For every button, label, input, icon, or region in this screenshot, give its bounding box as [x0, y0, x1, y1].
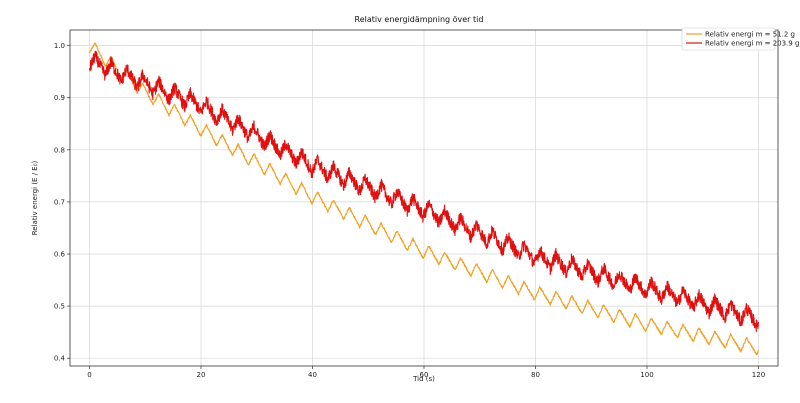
x-tick-label: 120: [752, 371, 765, 379]
y-tick-label: 0.7: [54, 198, 65, 206]
y-tick-label: 0.9: [54, 94, 65, 102]
series-line-1: [89, 42, 759, 356]
ticks: 0 20 40 60 80 100 120 0.4 0.5 0.6 0.7 0.8 0.9 1.0: [54, 42, 765, 379]
y-tick-label: 0.6: [54, 251, 66, 259]
legend: Relativ energi m = 51.2 g Relativ energi…: [681, 27, 799, 51]
legend-box: [681, 27, 776, 51]
x-tick-label: 40: [308, 371, 317, 379]
grid: [70, 30, 778, 366]
series-line-2: [88, 50, 760, 333]
y-tick-label: 1.0: [54, 42, 65, 50]
x-tick-label: 60: [420, 371, 429, 379]
x-tick-label: 100: [640, 371, 653, 379]
series-layer: [88, 42, 760, 356]
y-tick-label: 0.8: [54, 146, 65, 154]
y-tick-label: 0.5: [54, 303, 65, 311]
y-axis-label: Relativ energi (E / E₀): [31, 160, 39, 235]
x-tick-label: 20: [197, 371, 206, 379]
chart-title: Relativ energidämpning över tid: [355, 15, 484, 24]
legend-label-2: Relativ energi m = 203.9 g: [705, 40, 799, 48]
legend-label-1: Relativ energi m = 51.2 g: [705, 31, 795, 39]
x-tick-label: 0: [87, 371, 91, 379]
x-axis-label: Tid (s): [412, 375, 435, 383]
x-tick-label: 80: [531, 371, 540, 379]
y-tick-label: 0.4: [54, 355, 66, 363]
